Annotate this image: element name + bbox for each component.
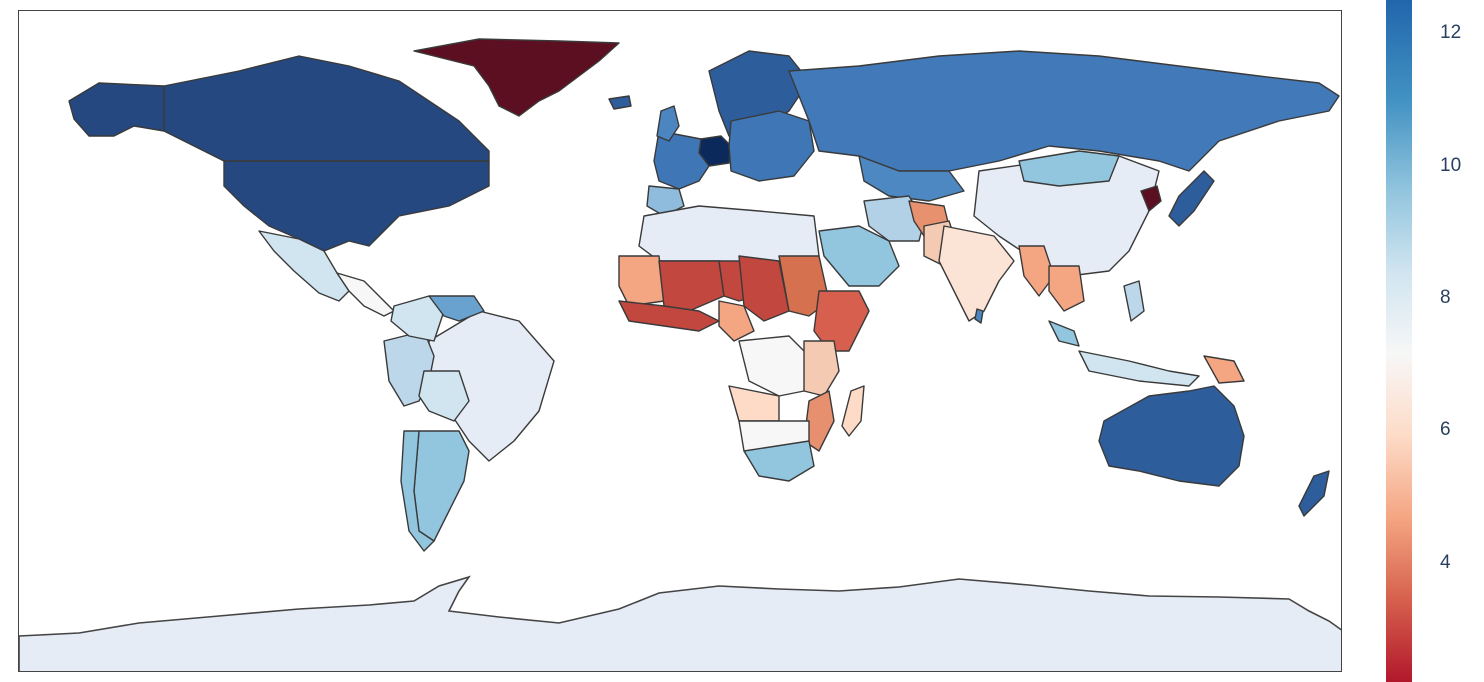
country-bolivia[interactable] bbox=[418, 370, 470, 422]
country-north-korea[interactable] bbox=[1140, 185, 1162, 212]
country-greenland[interactable] bbox=[413, 38, 620, 117]
country-sri-lanka[interactable] bbox=[974, 308, 984, 324]
country-south-africa[interactable] bbox=[743, 440, 815, 482]
country-malaysia[interactable] bbox=[1048, 320, 1080, 347]
country-venezuela[interactable] bbox=[428, 295, 485, 322]
world-choropleth-map[interactable] bbox=[18, 10, 1342, 672]
country-argentina[interactable] bbox=[413, 430, 470, 542]
country-indonesia[interactable] bbox=[1078, 350, 1200, 387]
country-scandinavia[interactable] bbox=[708, 50, 810, 137]
country-west-africa[interactable] bbox=[618, 300, 720, 332]
country-australia[interactable] bbox=[1098, 385, 1245, 487]
country-philippines[interactable] bbox=[1123, 280, 1145, 322]
country-mali[interactable] bbox=[658, 260, 725, 312]
country-western-europe[interactable] bbox=[653, 130, 710, 190]
country-kenya-tanzania[interactable] bbox=[803, 340, 840, 397]
country-iran[interactable] bbox=[863, 195, 925, 242]
country-papua-new-guinea[interactable] bbox=[1203, 355, 1245, 384]
country-mauritania[interactable] bbox=[618, 255, 665, 307]
country-iceland[interactable] bbox=[608, 95, 632, 110]
country-japan[interactable] bbox=[1168, 170, 1215, 227]
country-central-america[interactable] bbox=[336, 272, 395, 317]
country-myanmar[interactable] bbox=[1018, 245, 1055, 297]
colorbar-tick-label: 4 bbox=[1440, 551, 1451, 573]
country-canada[interactable] bbox=[163, 55, 490, 162]
country-chad[interactable] bbox=[738, 255, 790, 322]
country-new-zealand[interactable] bbox=[1298, 470, 1330, 517]
colorbar-tick-label: 12 bbox=[1440, 22, 1462, 44]
country-india[interactable] bbox=[938, 225, 1015, 322]
antarctica[interactable] bbox=[19, 575, 1342, 672]
country-eastern-europe[interactable] bbox=[728, 110, 815, 182]
country-chile[interactable] bbox=[400, 430, 435, 552]
country-uk[interactable] bbox=[656, 105, 680, 142]
country-congo[interactable] bbox=[738, 335, 810, 397]
country-nigeria[interactable] bbox=[718, 300, 755, 342]
country-madagascar[interactable] bbox=[841, 385, 865, 437]
country-mongolia[interactable] bbox=[1018, 150, 1120, 187]
country-mexico[interactable] bbox=[258, 230, 350, 302]
country-saudi-arabia[interactable] bbox=[818, 225, 900, 287]
country-alaska[interactable] bbox=[68, 82, 165, 137]
country-southeast-asia[interactable] bbox=[1048, 265, 1085, 312]
country-kazakhstan[interactable] bbox=[858, 155, 965, 202]
colorbar-tick-label: 10 bbox=[1440, 154, 1462, 176]
country-usa[interactable] bbox=[223, 160, 490, 252]
map-canvas[interactable] bbox=[19, 11, 1342, 672]
colorbar bbox=[1386, 0, 1412, 682]
colorbar-gradient bbox=[1386, 0, 1412, 682]
country-ethiopia-somalia[interactable] bbox=[813, 290, 870, 352]
colorbar-tick-label: 8 bbox=[1440, 286, 1451, 308]
colorbar-tick-label: 6 bbox=[1440, 419, 1451, 441]
